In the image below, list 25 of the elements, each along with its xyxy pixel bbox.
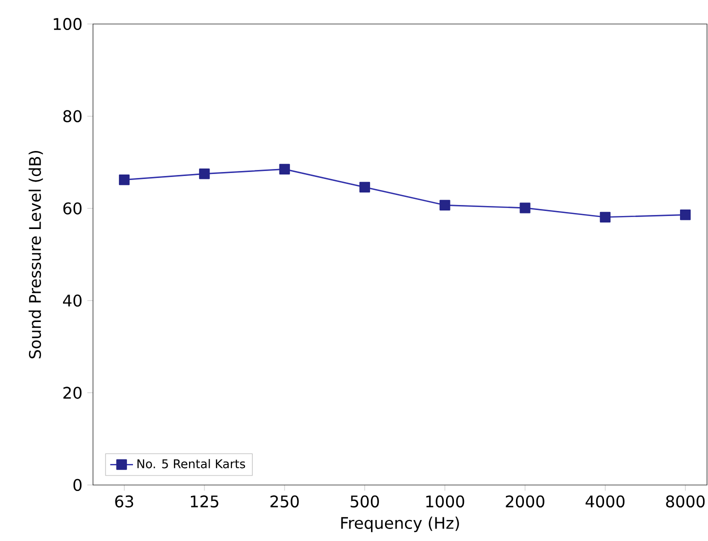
x-tick-label: 500 bbox=[350, 495, 379, 508]
y-tick-label: 60 bbox=[63, 202, 82, 214]
y-tick-label: 100 bbox=[54, 18, 82, 30]
point bbox=[118, 174, 130, 186]
x-tick-label: 125 bbox=[190, 495, 218, 508]
point bbox=[520, 202, 530, 214]
x-axis-title: Frequency (Hz) bbox=[341, 516, 459, 532]
y-tick-label: 20 bbox=[63, 386, 82, 399]
legend-label: No. 5 Rental Karts bbox=[137, 459, 246, 468]
x-tick-label: 63 bbox=[115, 495, 134, 508]
x-tick-label: 4000 bbox=[586, 495, 624, 508]
point bbox=[279, 164, 290, 175]
point bbox=[359, 182, 370, 193]
y-tick-label: 80 bbox=[63, 110, 82, 122]
point bbox=[600, 212, 611, 222]
x-tick-label: 8000 bbox=[666, 495, 705, 508]
x-tick-label: 2000 bbox=[506, 495, 544, 508]
point bbox=[199, 168, 210, 180]
y-tick-label: 40 bbox=[63, 294, 82, 307]
point bbox=[440, 200, 450, 210]
x-tick-label: 250 bbox=[270, 495, 299, 508]
x-tick-label: 1000 bbox=[426, 495, 464, 508]
point bbox=[680, 210, 691, 220]
y-axis-title: Sound Pressure Level (dB) bbox=[28, 150, 43, 358]
y-tick-label: 0 bbox=[73, 478, 82, 492]
